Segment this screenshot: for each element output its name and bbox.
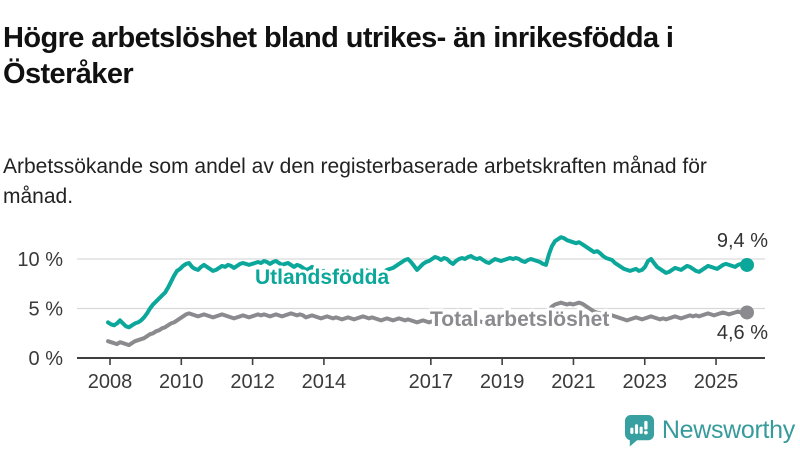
- page-title: Högre arbetslöshet bland utrikes- än inr…: [3, 22, 674, 90]
- series-label-total: Total arbetslöshet: [430, 308, 609, 331]
- series-line-utlandsfodda: [106, 235, 749, 330]
- x-tick-label-2019: 2019: [480, 371, 525, 393]
- newsworthy-logo-icon: [624, 415, 654, 447]
- y-tick-label-5: 5 %: [29, 299, 64, 321]
- x-tick-label-2014: 2014: [302, 371, 347, 393]
- x-tick-label-2023: 2023: [623, 371, 668, 393]
- series-line-total: [106, 300, 749, 348]
- bar-chart-glyph: [630, 420, 648, 435]
- chart-subtitle: Arbetssökande som andel av den registerb…: [3, 155, 707, 209]
- unemployment-line-chart: 2008 2010 2012 2014 2017 2019 2021 2023 2025 0 % 5…: [17, 230, 768, 393]
- y-tick-label-0: 0 %: [29, 348, 64, 370]
- newsworthy-logo[interactable]: Newsworthy: [624, 414, 795, 447]
- x-tick-label-2017: 2017: [409, 371, 454, 393]
- x-tick-label-2021: 2021: [551, 371, 596, 393]
- x-tick-label-2012: 2012: [230, 371, 275, 393]
- series-label-utlandsfodda: Utlandsfödda: [255, 266, 389, 289]
- newsworthy-logo-text: Newsworthy: [661, 416, 795, 444]
- x-tick-label-2025: 2025: [694, 371, 739, 393]
- value-label-total: 4,6 %: [717, 322, 768, 344]
- x-tick-label-2008: 2008: [88, 371, 133, 393]
- y-tick-label-10: 10 %: [17, 249, 63, 271]
- x-tick-label-2010: 2010: [159, 371, 204, 393]
- series-end-dot-total: [740, 305, 754, 320]
- value-label-utlandsfodda: 9,4 %: [717, 230, 768, 252]
- speech-bubble-shape: [624, 415, 654, 447]
- series-end-dot-utlandsfodda: [740, 257, 754, 272]
